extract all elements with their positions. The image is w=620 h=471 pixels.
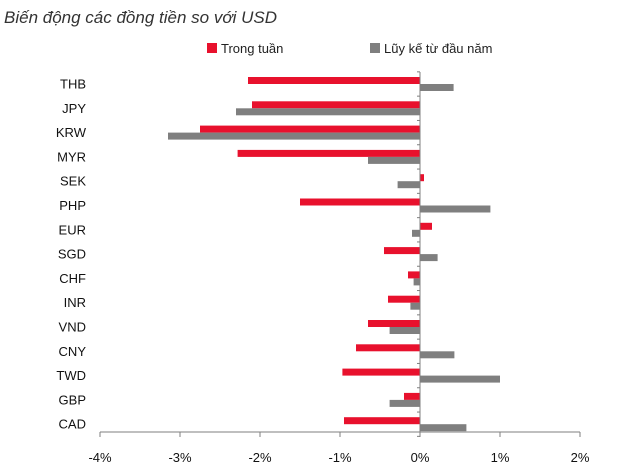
bar-weekly-twd [342, 368, 420, 376]
bar-weekly-krw [200, 125, 420, 133]
bar-ytd-php [420, 205, 491, 213]
bar-weekly-inr [388, 295, 420, 303]
legend-swatch-weekly [207, 43, 217, 53]
bar-weekly-thb [248, 77, 420, 84]
category-label-sgd: SGD [58, 247, 86, 262]
bar-weekly-eur [420, 222, 432, 230]
category-label-chf: CHF [59, 271, 86, 286]
bar-weekly-cny [356, 344, 420, 352]
bar-ytd-thb [420, 84, 454, 91]
x-tick-label: -1% [328, 450, 352, 465]
bar-weekly-sek [420, 174, 424, 182]
bar-ytd-myr [368, 156, 420, 164]
legend-label-weekly: Trong tuần [221, 41, 283, 56]
bar-weekly-gbp [404, 392, 420, 400]
bar-ytd-krw [168, 132, 420, 140]
bar-ytd-twd [420, 375, 500, 383]
bar-ytd-inr [410, 302, 420, 310]
bar-ytd-eur [412, 229, 420, 237]
x-tick-label: -4% [88, 450, 112, 465]
bar-ytd-vnd [389, 327, 420, 334]
category-label-vnd: VND [59, 320, 86, 335]
bar-ytd-sek [397, 181, 420, 189]
x-tick-label: -2% [248, 450, 272, 465]
bar-weekly-php [300, 198, 420, 206]
bar-ytd-gbp [389, 399, 420, 407]
bar-ytd-cny [420, 351, 455, 359]
category-label-thb: THB [60, 77, 86, 92]
bar-weekly-jpy [252, 101, 420, 109]
bars-layer [168, 77, 500, 432]
legend-swatch-ytd [370, 43, 380, 53]
category-label-myr: MYR [57, 149, 86, 164]
x-tick-label: 1% [491, 450, 510, 465]
category-label-gbp: GBP [59, 392, 86, 407]
category-label-jpy: JPY [62, 101, 86, 116]
bar-ytd-jpy [236, 108, 420, 116]
bar-ytd-sgd [420, 254, 438, 262]
bar-ytd-chf [413, 278, 420, 286]
bar-weekly-sgd [384, 247, 420, 255]
bar-weekly-myr [237, 149, 420, 157]
category-label-sek: SEK [60, 174, 86, 189]
x-axis: -4% -3% -2% -1% 0% 1% 2% [88, 71, 590, 465]
x-tick-label: 0% [411, 450, 430, 465]
x-tick-label: 2% [571, 450, 590, 465]
category-label-cad: CAD [59, 417, 86, 432]
bar-weekly-vnd [368, 320, 420, 327]
category-label-krw: KRW [56, 125, 87, 140]
legend: Trong tuần Lũy kế từ đầu năm [207, 41, 492, 56]
chart-title: Biến động các đồng tiền so với USD [4, 8, 277, 27]
category-label-cny: CNY [59, 344, 87, 359]
category-label-inr: INR [64, 295, 86, 310]
bar-weekly-cad [344, 417, 420, 425]
legend-label-ytd: Lũy kế từ đầu năm [384, 41, 492, 56]
category-label-twd: TWD [56, 368, 86, 383]
category-labels: THB JPY KRW MYR SEK PHP EUR SGD CHF INR VND CNY TWD G… [56, 77, 87, 432]
category-label-php: PHP [59, 198, 86, 213]
x-tick-label: -3% [168, 450, 192, 465]
bar-ytd-cad [420, 424, 467, 432]
bar-weekly-chf [408, 271, 420, 279]
category-label-eur: EUR [59, 222, 86, 237]
